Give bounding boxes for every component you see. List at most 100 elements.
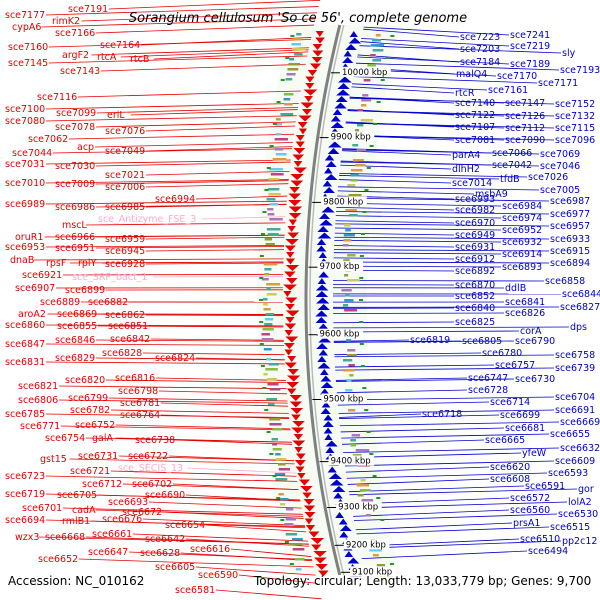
gene-label: sce7160	[8, 42, 48, 53]
gene-arrow	[319, 213, 331, 219]
feature-mark	[261, 338, 274, 341]
gene-label: sce6668	[45, 532, 85, 543]
gene-arrow	[315, 317, 328, 323]
connector-line	[342, 149, 540, 155]
feature-mark	[356, 484, 370, 487]
connector-line	[337, 401, 490, 406]
connector-line	[336, 206, 455, 211]
gene-arrow	[300, 102, 314, 109]
gene-label: sce7143	[60, 66, 100, 77]
track-tick	[289, 563, 294, 565]
feature-mark	[286, 73, 296, 76]
gene-label: sce6882	[88, 297, 128, 308]
connector-line	[345, 122, 555, 129]
gene-label: sce6752	[75, 420, 115, 431]
gene-label: sce6757	[495, 360, 535, 371]
gene-label: sce6970	[455, 218, 495, 229]
gene-label: sce6560	[510, 505, 550, 516]
feature-mark	[372, 554, 379, 557]
gene-label: sce6985	[105, 202, 145, 213]
gene-label: sce7099	[56, 108, 96, 119]
gene-arrow	[325, 447, 335, 453]
gene-arrow	[316, 245, 327, 252]
gene-label: sce7049	[105, 146, 145, 157]
gene-label: sce6728	[468, 385, 508, 396]
gene-label: sce6691	[555, 405, 595, 416]
feature-mark	[261, 333, 270, 336]
gene-label: rmlB1	[62, 516, 90, 527]
gene-label: malQ4	[456, 69, 487, 80]
gene-label: sce6842	[110, 334, 150, 345]
connector-line	[142, 518, 305, 527]
gene-label: sce6790	[515, 336, 555, 347]
connector-line	[145, 146, 293, 152]
connector-line	[335, 378, 515, 382]
gene-arrow	[324, 434, 333, 440]
gene-arrow	[297, 473, 306, 479]
feature-mark	[346, 339, 352, 342]
connector-line	[333, 252, 502, 255]
feature-mark	[355, 449, 370, 452]
track-tick	[376, 497, 381, 499]
connector-line	[361, 38, 510, 47]
gene-arrow	[284, 330, 293, 336]
gene-arrow	[322, 421, 334, 427]
feature-mark	[341, 289, 352, 292]
gene-label: cypA6	[12, 22, 41, 33]
gene-arrow	[303, 499, 315, 505]
gene-arrow	[287, 226, 296, 232]
gene-label: sce6860	[5, 320, 45, 331]
gene-arrow	[297, 122, 308, 128]
connector-line	[95, 121, 296, 128]
track-tick	[390, 35, 395, 37]
connector-line	[115, 437, 292, 443]
kbp-label: 9800 kbp	[323, 197, 363, 207]
feature-mark	[348, 409, 356, 412]
connector-line	[95, 161, 291, 167]
feature-mark	[270, 173, 284, 176]
connector-line	[333, 257, 455, 260]
gene-label: sce6915	[550, 246, 590, 257]
connector-line	[81, 12, 318, 22]
feature-mark	[350, 444, 357, 447]
connector-line	[348, 485, 525, 493]
gene-arrow	[318, 252, 327, 258]
gene-arrow	[327, 466, 337, 473]
feature-mark	[267, 383, 279, 386]
gene-label: sce7042	[492, 160, 532, 171]
gene-arrow	[316, 297, 330, 304]
gene-arrow	[305, 525, 316, 531]
connector-line	[180, 552, 313, 562]
gene-arrow	[347, 557, 360, 564]
connector-line	[148, 325, 284, 328]
feature-mark	[266, 283, 281, 286]
gene-label: sce6581	[175, 585, 215, 596]
gene-arrow	[285, 304, 295, 310]
gene-arrow	[305, 76, 315, 83]
gene-label: sce7062	[28, 134, 68, 145]
feature-mark	[348, 194, 362, 197]
feature-mark	[350, 439, 356, 442]
feature-mark	[264, 318, 274, 321]
gene-label: rtcA	[97, 52, 117, 63]
feature-mark	[344, 299, 354, 302]
connector-line	[355, 522, 513, 531]
gene-arrow	[285, 336, 299, 343]
connector-line	[145, 183, 289, 188]
gene-label: sce6862	[105, 310, 145, 321]
feature-mark	[291, 48, 306, 51]
gene-label: rimK2	[52, 16, 80, 27]
track-tick	[380, 519, 385, 521]
feature-mark	[352, 159, 364, 162]
track-tick	[285, 57, 290, 59]
feature-mark	[347, 184, 356, 187]
gene-label: wzx3	[15, 532, 39, 543]
feature-mark	[266, 198, 276, 201]
connector-line	[339, 175, 500, 180]
feature-mark	[342, 304, 349, 307]
connector-line	[344, 460, 555, 467]
gene-arrow	[311, 57, 323, 63]
feature-mark	[284, 103, 293, 106]
feature-mark	[266, 228, 281, 231]
gene-label: sce7122	[455, 110, 495, 121]
